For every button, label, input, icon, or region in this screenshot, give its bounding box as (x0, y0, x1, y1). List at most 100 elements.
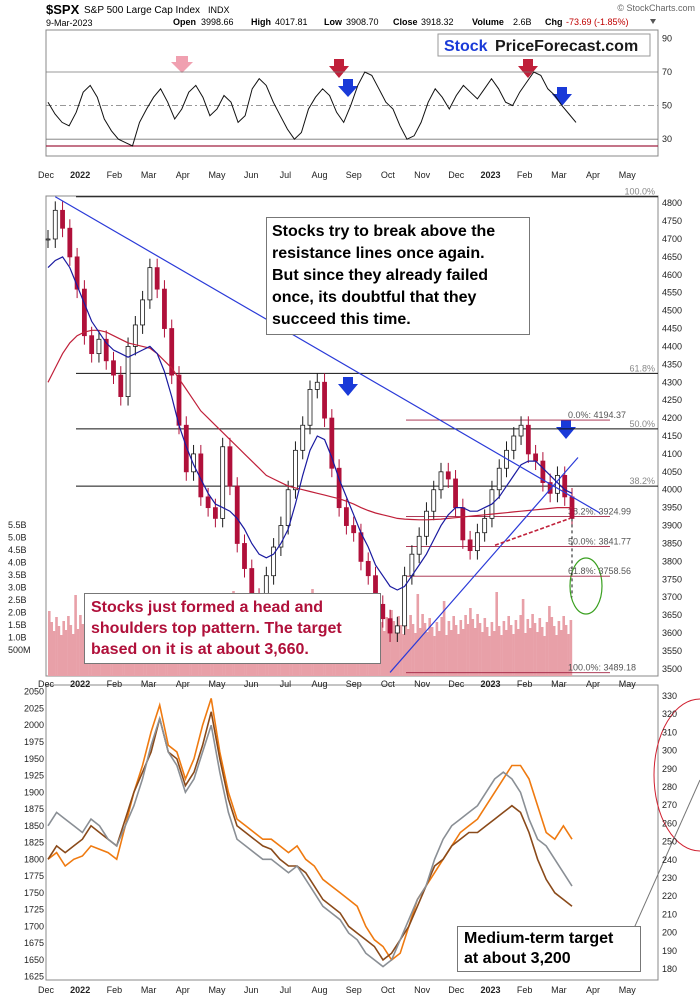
comparison-series (47, 698, 700, 968)
left-tick-label: 1775 (24, 871, 44, 881)
volume-bar (402, 634, 405, 676)
resistance-trendline (54, 196, 601, 514)
volume-bar (409, 615, 412, 676)
candle-body (511, 435, 517, 451)
price-tick-label: 4300 (662, 377, 682, 387)
left-tick-label: 1675 (24, 938, 44, 948)
volume-tick-label: 4.0B (8, 558, 27, 568)
volume-bar (526, 619, 530, 676)
volume-tick-label: 3.0B (8, 583, 27, 593)
x-tick-label: Oct (381, 985, 396, 995)
candle-body (482, 517, 488, 534)
volume-bar (505, 630, 508, 676)
ma200-line (47, 329, 572, 521)
volume-bar (64, 630, 68, 676)
x-tick-label: Apr (176, 679, 190, 689)
volume-bar (385, 617, 388, 676)
volume-tick-label: 500M (8, 645, 31, 655)
volume-bar (423, 623, 427, 676)
x-tick-label: Nov (414, 170, 431, 180)
annotation-line: Medium-term target (464, 930, 614, 947)
price-tick-label: 3600 (662, 628, 682, 638)
x-tick-label: 2023 (480, 679, 500, 689)
price-tick-label: 4350 (662, 359, 682, 369)
volume-bar (414, 633, 417, 676)
candle-body (460, 507, 466, 541)
price-tick-label: 4100 (662, 449, 682, 459)
candle-body (154, 267, 160, 290)
candle-body (140, 299, 146, 326)
left-tick-label: 2025 (24, 703, 44, 713)
volume-tick-label: 3.5B (8, 570, 27, 580)
x-tick-label: Feb (107, 170, 123, 180)
dropdown-icon[interactable] (650, 19, 656, 24)
volume-bar (79, 615, 82, 676)
price-tick-label: 4700 (662, 234, 682, 244)
volume-bar (521, 599, 525, 676)
volume-bar (495, 592, 498, 676)
right-tick-label: 260 (662, 818, 677, 828)
volume-bar (543, 636, 546, 676)
blue-arrow-icon (556, 420, 576, 439)
x-tick-label: May (208, 679, 226, 689)
price-tick-label: 4750 (662, 216, 682, 226)
volume-value: 2.6B (513, 17, 532, 27)
right-tick-label: 210 (662, 909, 677, 919)
candle-body (125, 346, 131, 397)
volume-bar (519, 615, 522, 676)
volume-bar (464, 615, 467, 676)
right-tick-label: 300 (662, 746, 677, 756)
volume-bar (383, 631, 386, 676)
x-tick-label: May (619, 170, 637, 180)
volume-label: Volume (472, 17, 504, 27)
fib-label: 61.8%: 3758.56 (568, 566, 631, 576)
comparison-line (47, 715, 573, 968)
volume-bar (473, 628, 477, 676)
x-tick-label: 2023 (480, 170, 500, 180)
candle-body (525, 424, 531, 455)
x-tick-label: 2022 (70, 170, 90, 180)
rsi-line (47, 71, 577, 147)
volume-bar (404, 620, 408, 676)
right-tick-label: 280 (662, 782, 677, 792)
candle-body (322, 381, 327, 419)
candle-body (212, 507, 218, 519)
credit: © StockCharts.com (617, 3, 695, 13)
candle-body (293, 449, 298, 491)
volume-bar (52, 631, 56, 676)
x-tick-label: 2022 (70, 985, 90, 995)
neckline (494, 517, 571, 547)
volume-bar (416, 594, 420, 676)
left-tick-label: 1700 (24, 921, 44, 931)
candle-body (307, 389, 313, 426)
candle-body (409, 553, 415, 577)
price-tick-label: 4800 (662, 198, 682, 208)
logo-site: PriceForecast.com (495, 38, 638, 55)
volume-bar (536, 632, 539, 676)
x-tick-label: Dec (38, 985, 55, 995)
volume-bar (552, 626, 556, 676)
volume-bar (548, 606, 551, 676)
rsi-tick-label: 30 (662, 134, 672, 144)
candle-body (431, 489, 437, 512)
right-tick-label: 250 (662, 837, 677, 847)
price-tick-label: 3800 (662, 556, 682, 566)
volume-bar (509, 625, 513, 676)
candle-body (394, 625, 400, 634)
x-tick-label: Apr (176, 985, 190, 995)
volume-bar (435, 622, 439, 676)
symbol: $SPX (46, 2, 80, 17)
volume-bar (466, 624, 470, 676)
volume-bar (440, 617, 443, 676)
volume-bar (512, 634, 515, 676)
right-tick-label: 330 (662, 691, 677, 701)
blue-arrow-icon (552, 87, 572, 106)
candle-body (183, 424, 189, 473)
right-tick-label: 180 (662, 964, 677, 974)
candle-body (467, 539, 473, 552)
red-arrow-icon (329, 59, 349, 78)
price-tick-label: 3950 (662, 503, 682, 513)
candle-body (365, 560, 371, 577)
volume-bar (476, 614, 479, 676)
